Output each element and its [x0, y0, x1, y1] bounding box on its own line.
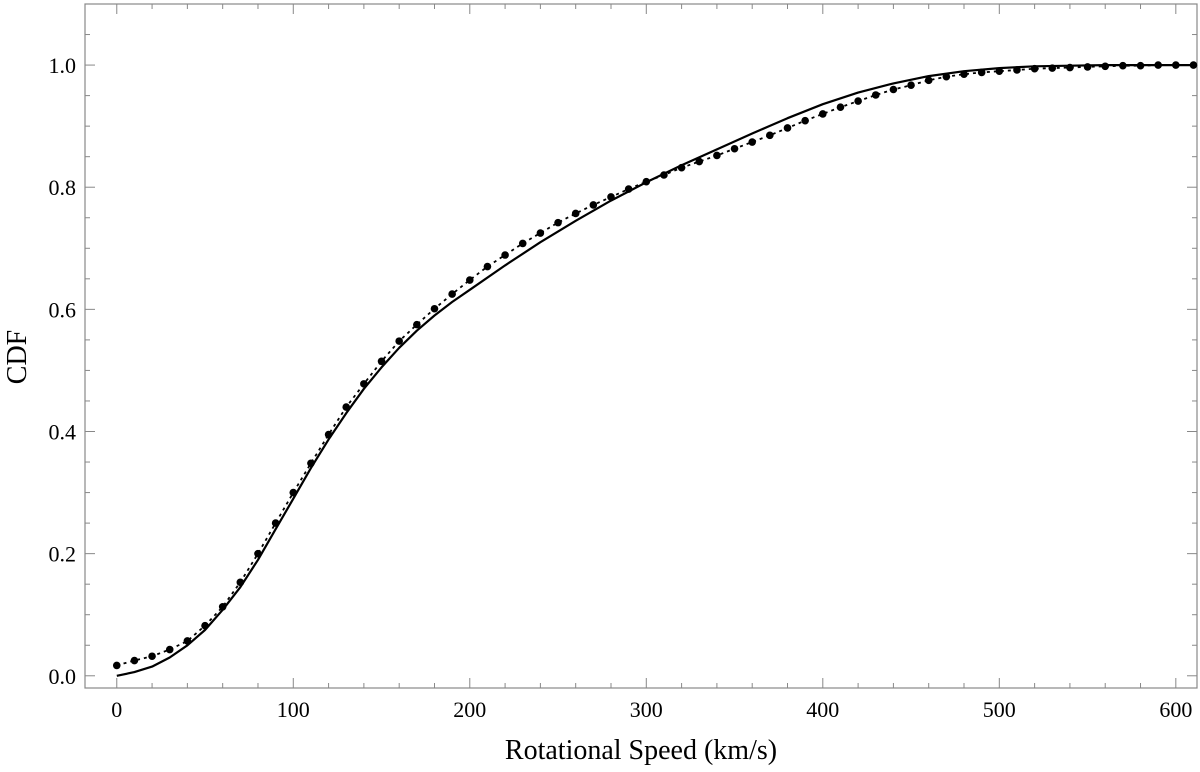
data-point	[695, 157, 704, 166]
data-point	[1048, 64, 1057, 72]
data-point	[1083, 63, 1092, 71]
plot-frame	[84, 3, 1198, 689]
data-point	[907, 81, 915, 90]
data-point	[589, 201, 598, 209]
data-point	[748, 138, 756, 146]
data-point	[1066, 63, 1074, 72]
x-tick-label: 0	[111, 697, 122, 722]
data-point	[342, 403, 351, 411]
data-point	[1101, 62, 1110, 71]
x-tick-label: 500	[983, 697, 1016, 722]
series-line-dotted	[116, 64, 1194, 667]
x-tick-label: 300	[630, 697, 663, 722]
x-axis: 0 100 200 300 400 500 600	[111, 4, 1192, 722]
data-point	[1013, 66, 1021, 74]
series-layer	[112, 61, 1198, 677]
data-point	[801, 116, 809, 125]
x-tick-label: 100	[277, 697, 310, 722]
data-point	[783, 124, 792, 132]
data-point	[836, 103, 845, 112]
data-point	[713, 151, 721, 160]
data-point	[1030, 64, 1039, 73]
data-point	[465, 276, 474, 284]
data-point	[554, 218, 562, 227]
data-point	[483, 262, 492, 271]
y-tick-label: 0.6	[49, 297, 77, 322]
data-point	[977, 68, 986, 77]
data-point	[377, 357, 386, 366]
data-point	[1154, 61, 1162, 69]
data-point	[307, 459, 315, 468]
data-point	[889, 85, 898, 94]
data-point	[660, 171, 668, 179]
data-point	[607, 193, 615, 201]
data-point	[766, 131, 774, 140]
x-tick-label: 600	[1159, 697, 1192, 722]
data-point	[201, 621, 209, 630]
data-point	[218, 602, 227, 611]
data-point	[924, 76, 933, 85]
data-point	[995, 67, 1004, 75]
y-tick-label: 1.0	[49, 53, 77, 78]
data-point	[395, 337, 403, 345]
data-point	[871, 91, 880, 99]
data-point	[536, 229, 545, 237]
data-point	[254, 549, 262, 558]
data-point	[1119, 61, 1127, 70]
data-point	[730, 144, 739, 153]
plot-border	[84, 3, 1198, 689]
data-point	[289, 488, 298, 497]
data-point	[960, 70, 968, 79]
x-tick-label: 200	[453, 697, 486, 722]
data-point	[571, 209, 580, 218]
data-point	[624, 185, 633, 193]
y-axis: 0.0 0.2 0.4 0.6 0.8 1.0	[49, 34, 1197, 689]
data-point	[501, 251, 509, 259]
series-line-solid	[116, 63, 1197, 677]
data-point	[236, 578, 245, 587]
x-axis-label: Rotational Speed (km/s)	[505, 735, 777, 766]
y-tick-label: 0.0	[49, 664, 77, 689]
y-axis-label: CDF	[2, 330, 33, 384]
y-tick-label: 0.8	[49, 175, 77, 200]
data-point	[942, 72, 951, 81]
data-point	[148, 652, 156, 661]
x-tick-label: 400	[806, 697, 839, 722]
data-point	[1189, 61, 1198, 69]
data-point	[271, 519, 280, 527]
data-point	[130, 656, 139, 665]
data-point	[819, 110, 827, 118]
data-point	[1172, 61, 1180, 69]
data-point	[183, 637, 192, 645]
data-point	[165, 645, 174, 654]
data-point	[518, 239, 527, 248]
data-point	[448, 290, 456, 298]
data-point	[112, 661, 121, 670]
data-point	[677, 163, 686, 172]
data-point	[1136, 61, 1145, 70]
data-point	[413, 320, 421, 329]
y-tick-label: 0.2	[49, 542, 77, 567]
data-point	[324, 430, 333, 439]
data-point	[642, 177, 651, 186]
data-point	[854, 97, 862, 105]
data-point	[430, 304, 439, 313]
data-point	[360, 380, 368, 388]
y-tick-label: 0.4	[49, 420, 77, 445]
